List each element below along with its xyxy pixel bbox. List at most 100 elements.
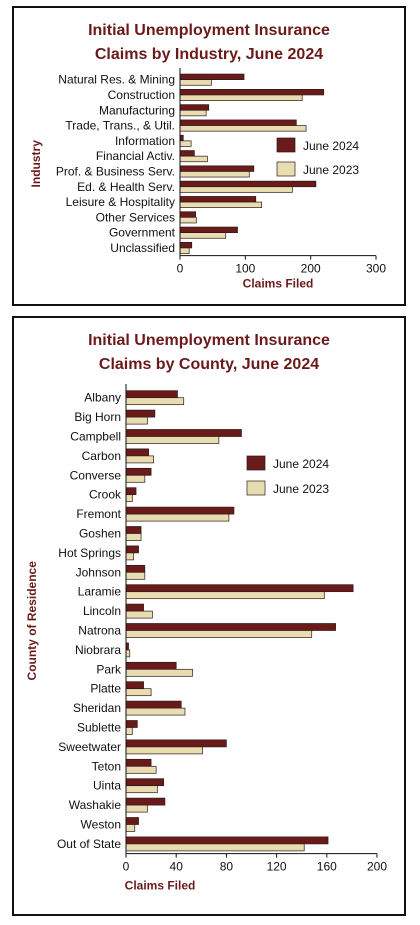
bar-june-2024: [125, 681, 144, 690]
bar-june-2023: [125, 571, 146, 580]
bar-june-2024: [125, 467, 152, 476]
bar-june-2023: [125, 765, 157, 774]
bar-june-2023: [125, 688, 152, 697]
bar-june-2023: [179, 217, 197, 224]
bar-june-2024: [179, 119, 297, 126]
category-label: Leisure & Hospitality: [66, 195, 175, 209]
bar-june-2024: [125, 603, 144, 612]
bar-june-2024: [179, 165, 255, 172]
bar-june-2023: [125, 707, 186, 716]
category-label: Converse: [70, 468, 122, 482]
x-tick-label: 160: [317, 860, 337, 874]
legend-label: June 2023: [273, 482, 329, 496]
bar-june-2024: [125, 487, 137, 496]
x-tick-label: 120: [267, 860, 287, 874]
bar-june-2023: [125, 591, 325, 600]
bar-june-2024: [179, 150, 195, 157]
x-tick-label: 0: [123, 860, 130, 874]
bar-june-2024: [125, 817, 139, 825]
bar-june-2023: [125, 455, 154, 464]
bar-june-2023: [125, 436, 220, 444]
bar-june-2023: [125, 533, 142, 541]
legend-label: June 2024: [273, 457, 329, 471]
bar-june-2023: [125, 804, 148, 813]
bar-june-2023: [179, 171, 250, 178]
bar-june-2024: [125, 758, 152, 767]
bar-june-2023: [125, 494, 133, 503]
bar-june-2024: [125, 797, 166, 806]
legend-label: June 2023: [303, 163, 359, 177]
category-label: Government: [109, 226, 176, 240]
chart-title-line: Initial Unemployment Insurance: [88, 332, 330, 349]
category-label: Hot Springs: [58, 546, 121, 560]
county-chart: Initial Unemployment Insurance Claims by …: [25, 332, 387, 893]
category-label: Financial Activ.: [96, 149, 175, 163]
category-label: Sublette: [77, 721, 121, 735]
bar-june-2024: [179, 242, 193, 249]
category-label: Teton: [92, 759, 121, 773]
bar-june-2023: [179, 109, 207, 117]
category-label: Construction: [108, 88, 175, 102]
chart-title-line: Initial Unemployment Insurance: [88, 22, 330, 39]
category-label: Lincoln: [83, 604, 121, 618]
bar-june-2024: [179, 88, 325, 96]
legend-swatch: [246, 455, 266, 471]
bar-june-2024: [125, 739, 227, 748]
bar-june-2023: [125, 610, 153, 619]
bar-june-2024: [125, 661, 177, 670]
bar-june-2023: [179, 232, 227, 239]
category-label: Laramie: [78, 585, 122, 599]
bar-june-2024: [125, 429, 242, 437]
category-label: Sweetwater: [58, 740, 121, 754]
x-tick-label: 0: [177, 262, 184, 276]
legend-swatch: [246, 480, 266, 496]
category-label: Manufacturing: [99, 103, 175, 117]
bar-june-2024: [125, 506, 235, 515]
category-label: Washakie: [69, 798, 122, 812]
county-chart-panel: Initial Unemployment Insurance Claims by …: [12, 316, 406, 916]
category-label: Ed. & Health Serv.: [77, 180, 175, 194]
bar-june-2024: [179, 73, 245, 81]
bar-june-2024: [179, 211, 197, 218]
legend-label: June 2024: [303, 139, 359, 153]
legend-swatch: [276, 161, 296, 177]
bar-june-2023: [125, 416, 148, 425]
category-label: Crook: [89, 488, 122, 502]
bar-june-2023: [125, 630, 313, 638]
bar-june-2023: [125, 785, 158, 794]
category-label: Johnson: [76, 565, 121, 579]
bar-june-2023: [125, 843, 305, 852]
bar-june-2024: [125, 584, 354, 593]
bar-june-2023: [125, 746, 203, 755]
category-label: Other Services: [96, 210, 175, 224]
category-label: Prof. & Business Serv.: [56, 164, 175, 178]
category-label: Campbell: [70, 430, 121, 444]
bar-june-2024: [125, 778, 165, 787]
category-label: Niobrara: [75, 643, 121, 657]
category-label: Natural Res. & Mining: [58, 73, 175, 87]
bar-june-2023: [179, 201, 263, 209]
bar-june-2024: [125, 448, 149, 457]
chart-title-line: Claims by County, June 2024: [99, 356, 319, 373]
category-label: Park: [96, 662, 122, 676]
bar-june-2024: [125, 623, 336, 631]
bar-june-2023: [179, 125, 307, 132]
category-label: Fremont: [76, 507, 121, 521]
bar-june-2024: [179, 196, 257, 203]
bar-june-2024: [125, 390, 178, 399]
category-label: Platte: [90, 682, 121, 696]
y-axis-title: County of Residence: [25, 561, 39, 681]
bar-june-2023: [179, 94, 303, 101]
bar-june-2024: [125, 545, 139, 554]
x-axis-title: Claims Filed: [125, 879, 196, 893]
x-axis-title: Claims Filed: [243, 277, 314, 291]
bar-june-2023: [179, 79, 212, 86]
bar-june-2023: [125, 668, 193, 677]
x-tick-label: 100: [235, 262, 255, 276]
bar-june-2024: [125, 409, 156, 418]
bar-june-2024: [125, 526, 142, 534]
bar-june-2024: [179, 180, 317, 188]
x-tick-label: 200: [301, 262, 321, 276]
legend-swatch: [276, 137, 296, 153]
category-label: Weston: [81, 818, 121, 832]
